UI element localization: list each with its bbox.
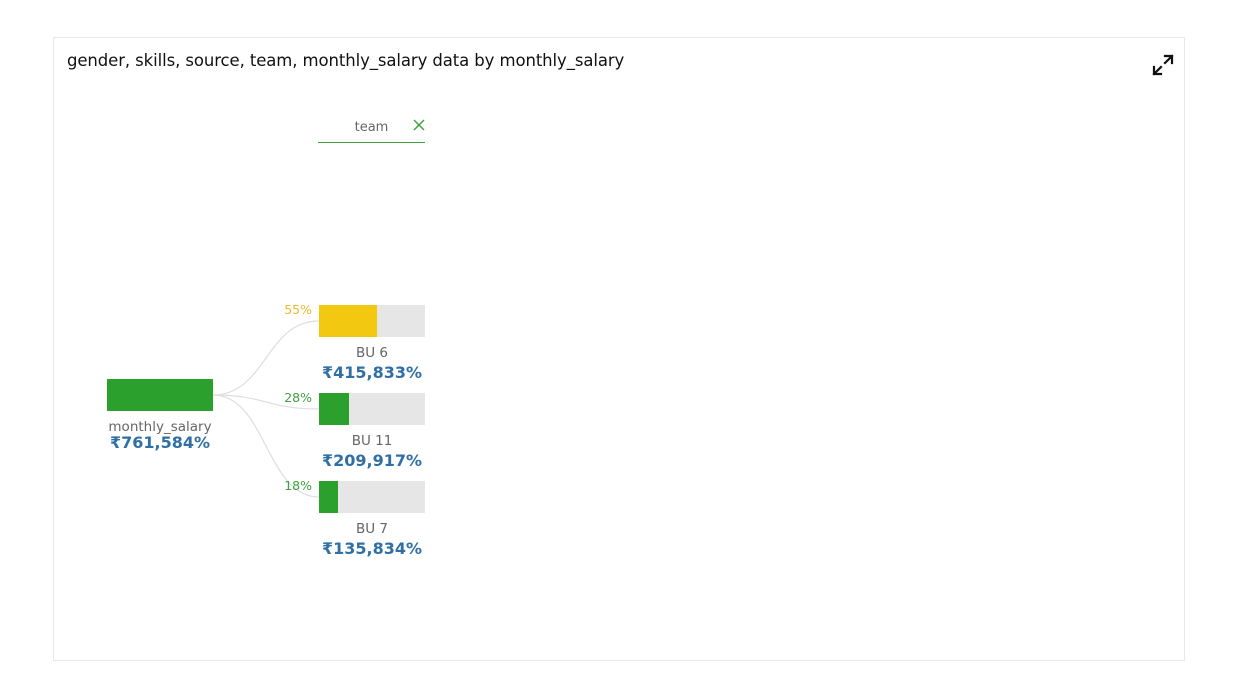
level-header-label: team xyxy=(354,120,389,135)
node-name-bu-11: BU 11 xyxy=(351,433,393,449)
node-bar-bu-11[interactable] xyxy=(319,393,425,425)
connector-bu-6 xyxy=(212,320,320,396)
node-bar-fill-bu-7 xyxy=(319,481,338,513)
expand-arrows-icon[interactable] xyxy=(1150,52,1176,78)
root-node-value: ₹761,584% xyxy=(109,433,211,452)
node-bar-fill-bu-6 xyxy=(319,305,377,337)
node-bar-bu-6[interactable] xyxy=(319,305,425,337)
share-label-bu-7: 18% xyxy=(284,478,312,493)
node-value-bu-7: ₹135,834% xyxy=(321,539,423,558)
level-header-team[interactable]: team xyxy=(318,117,425,143)
close-x-icon[interactable] xyxy=(412,118,426,132)
node-name-bu-7: BU 7 xyxy=(355,521,389,537)
root-node-bar[interactable] xyxy=(107,379,213,411)
connector-bu-11 xyxy=(212,394,320,410)
share-label-bu-11: 28% xyxy=(284,390,312,405)
node-bar-fill-bu-11 xyxy=(319,393,349,425)
visual-card: gender, skills, source, team, monthly_sa… xyxy=(53,37,1185,661)
root-node-name: monthly_salary xyxy=(108,419,212,435)
node-value-bu-11: ₹209,917% xyxy=(321,451,423,470)
share-label-bu-6: 55% xyxy=(284,302,312,317)
connector-bu-7 xyxy=(212,394,320,498)
visual-title: gender, skills, source, team, monthly_sa… xyxy=(67,51,625,70)
node-value-bu-6: ₹415,833% xyxy=(321,363,423,382)
node-bar-bu-7[interactable] xyxy=(319,481,425,513)
node-name-bu-6: BU 6 xyxy=(355,345,389,361)
